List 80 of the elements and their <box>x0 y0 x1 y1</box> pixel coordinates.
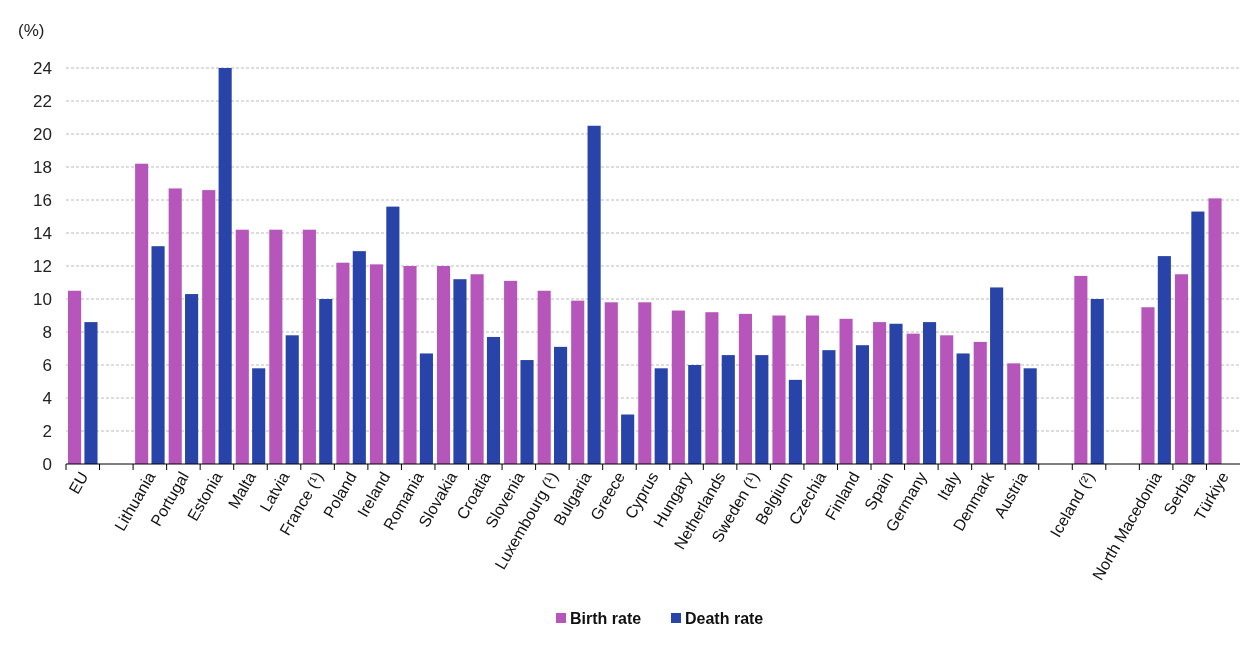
bar <box>470 274 484 464</box>
x-tick-label: EU <box>65 469 92 497</box>
bar <box>621 414 635 464</box>
bar <box>1157 256 1171 464</box>
bar <box>403 266 417 464</box>
bar <box>654 368 668 464</box>
bar <box>319 299 333 464</box>
bar <box>554 346 568 464</box>
bar <box>168 188 182 464</box>
bar <box>822 350 836 464</box>
bar <box>721 355 735 464</box>
bar <box>956 353 970 464</box>
bar <box>772 315 786 464</box>
bar <box>1141 307 1155 464</box>
bar <box>571 300 585 464</box>
bar <box>453 279 467 464</box>
y-tick-label: 2 <box>42 421 52 441</box>
bar <box>738 313 752 464</box>
bar <box>671 310 685 464</box>
bar <box>520 360 534 464</box>
bar <box>1208 198 1222 464</box>
bar <box>1074 275 1088 464</box>
bar <box>973 341 987 464</box>
legend-label: Death rate <box>685 610 764 627</box>
bar <box>1007 363 1021 464</box>
bar <box>1191 211 1205 464</box>
bar <box>302 229 316 464</box>
bar <box>990 287 1004 464</box>
bar <box>369 264 384 464</box>
bar <box>185 294 199 464</box>
bar <box>587 125 601 464</box>
y-tick-label: 22 <box>33 91 52 111</box>
bar <box>504 280 518 464</box>
legend-label: Birth rate <box>570 610 642 627</box>
y-tick-label: 18 <box>33 157 52 177</box>
bar <box>638 302 652 464</box>
bar <box>252 368 266 464</box>
bar <box>889 323 903 464</box>
bar <box>436 266 451 464</box>
y-tick-label: 16 <box>33 190 52 210</box>
bar <box>906 333 920 464</box>
bar <box>235 229 249 464</box>
bar <box>1174 274 1189 464</box>
bar <box>84 322 98 464</box>
bar <box>940 335 954 464</box>
y-tick-label: 24 <box>33 58 52 78</box>
bar <box>688 365 702 464</box>
bar <box>352 251 366 464</box>
bar <box>202 190 216 464</box>
bar <box>873 322 887 464</box>
bar <box>922 322 937 464</box>
y-tick-label: 10 <box>33 289 52 309</box>
bar <box>855 345 870 464</box>
bar <box>486 336 501 464</box>
y-tick-label: 4 <box>42 388 52 408</box>
bar <box>336 262 350 464</box>
bar <box>604 302 618 464</box>
bar <box>419 353 433 464</box>
y-tick-label: 8 <box>42 322 52 342</box>
bar <box>269 229 283 464</box>
bar <box>151 246 165 464</box>
bar <box>537 290 551 464</box>
y-tick-label: 6 <box>42 355 52 375</box>
y-tick-label: 20 <box>33 124 52 144</box>
bar <box>68 290 82 464</box>
bar <box>386 206 400 464</box>
bar <box>805 315 820 464</box>
y-tick-label: 12 <box>33 256 52 276</box>
bar <box>788 379 802 464</box>
bar <box>218 68 232 464</box>
bar <box>839 318 853 464</box>
bar <box>285 335 299 464</box>
bar <box>1023 368 1037 464</box>
bar <box>1090 299 1104 464</box>
y-tick-label: 0 <box>42 454 52 474</box>
bar <box>705 312 719 464</box>
y-axis-title: (%) <box>18 21 45 40</box>
bar <box>755 355 769 464</box>
y-tick-label: 14 <box>33 223 52 243</box>
bar <box>135 163 149 464</box>
